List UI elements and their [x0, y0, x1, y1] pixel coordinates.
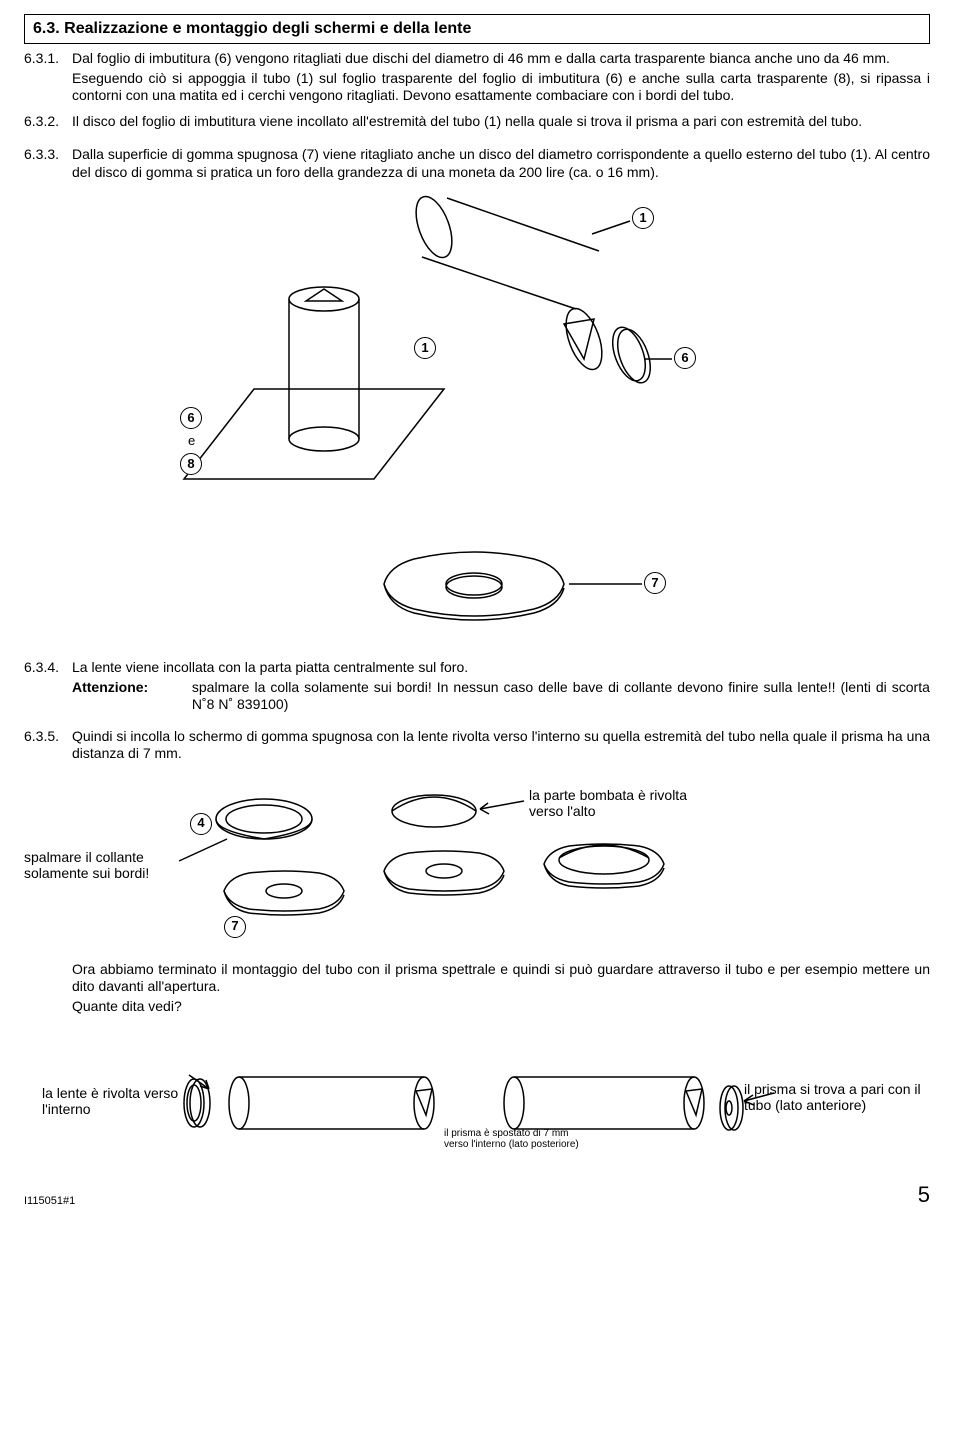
item-number: 6.3.2.: [24, 113, 72, 133]
para: Quante dita vedi?: [72, 998, 930, 1016]
item-body: Quindi si incolla lo schermo di gomma sp…: [72, 728, 930, 765]
section-title: Realizzazione e montaggio degli schermi …: [64, 20, 471, 37]
item-body: Dal foglio di imbutitura (6) vengono rit…: [72, 50, 930, 107]
para: Dal foglio di imbutitura (6) vengono rit…: [72, 50, 930, 68]
attention-label: Attenzione:: [72, 679, 188, 697]
para: Ora abbiamo terminato il montaggio del t…: [72, 961, 930, 996]
item-number: 6.3.4.: [24, 659, 72, 714]
section-number: 6.3.: [33, 20, 60, 37]
para: La lente viene incollata con la parta pi…: [72, 659, 930, 677]
figure-lens-assembly: 4 7 spalmare il collante solamente sui b…: [24, 771, 930, 951]
callout-4: 4: [190, 813, 212, 835]
item-body: Dalla superficie di gomma spugnosa (7) v…: [72, 146, 930, 183]
item-632: 6.3.2. Il disco del foglio di imbutitura…: [24, 113, 930, 133]
callout-7: 7: [644, 572, 666, 594]
para: Quindi si incolla lo schermo di gomma sp…: [72, 728, 930, 763]
closing-para: Ora abbiamo terminato il montaggio del t…: [24, 961, 930, 1018]
para: Dalla superficie di gomma spugnosa (7) v…: [72, 146, 930, 181]
figure-final-tubes: ization la lente è rivolta verso l'inter…: [24, 1023, 930, 1173]
item-number: 6.3.3.: [24, 146, 72, 183]
callout-1a: 1: [632, 207, 654, 229]
item-631: 6.3.1. Dal foglio di imbutitura (6) veng…: [24, 50, 930, 107]
callout-6b: 6: [180, 407, 202, 429]
callout-8: 8: [180, 453, 202, 475]
page-footer: I115051#1 5: [24, 1181, 930, 1209]
attention-row: Attenzione: spalmare la colla solamente …: [72, 679, 930, 714]
item-number: 6.3.5.: [24, 728, 72, 765]
annotation-lens-left: la lente è rivolta verso l'interno: [42, 1085, 182, 1117]
doc-code: I115051#1: [24, 1195, 75, 1209]
page-number: 5: [918, 1181, 930, 1209]
figure-tubes: 1 1 6 6 e 8 7: [24, 189, 930, 659]
item-number: 6.3.1.: [24, 50, 72, 107]
attention-text: spalmare la colla solamente sui bordi! I…: [192, 679, 930, 714]
annotation-left: spalmare il collante solamente sui bordi…: [24, 849, 184, 881]
annotation-right: la parte bombata è rivolta verso l'alto: [529, 787, 699, 819]
item-body: Il disco del foglio di imbutitura viene …: [72, 113, 930, 133]
section-header: 6.3. Realizzazione e montaggio degli sch…: [24, 14, 930, 44]
para: Eseguendo ciò si appoggia il tubo (1) su…: [72, 70, 930, 105]
figure-svg: [24, 189, 924, 659]
callout-1b: 1: [414, 337, 436, 359]
callout-7b: 7: [224, 916, 246, 938]
item-634: 6.3.4. La lente viene incollata con la p…: [24, 659, 930, 714]
item-body: Ora abbiamo terminato il montaggio del t…: [72, 961, 930, 1018]
item-635: 6.3.5. Quindi si incolla lo schermo di g…: [24, 728, 930, 765]
callout-6a: 6: [674, 347, 696, 369]
annotation-prism-right: il prisma si trova a pari con il tubo (l…: [744, 1081, 929, 1113]
item-body: La lente viene incollata con la parta pi…: [72, 659, 930, 714]
para: Il disco del foglio di imbutitura viene …: [72, 113, 930, 131]
label-e: e: [188, 433, 195, 449]
item-633: 6.3.3. Dalla superficie di gomma spugnos…: [24, 146, 930, 183]
annotation-prism-mid: il prisma è spostato di 7 mm verso l'int…: [444, 1128, 594, 1150]
